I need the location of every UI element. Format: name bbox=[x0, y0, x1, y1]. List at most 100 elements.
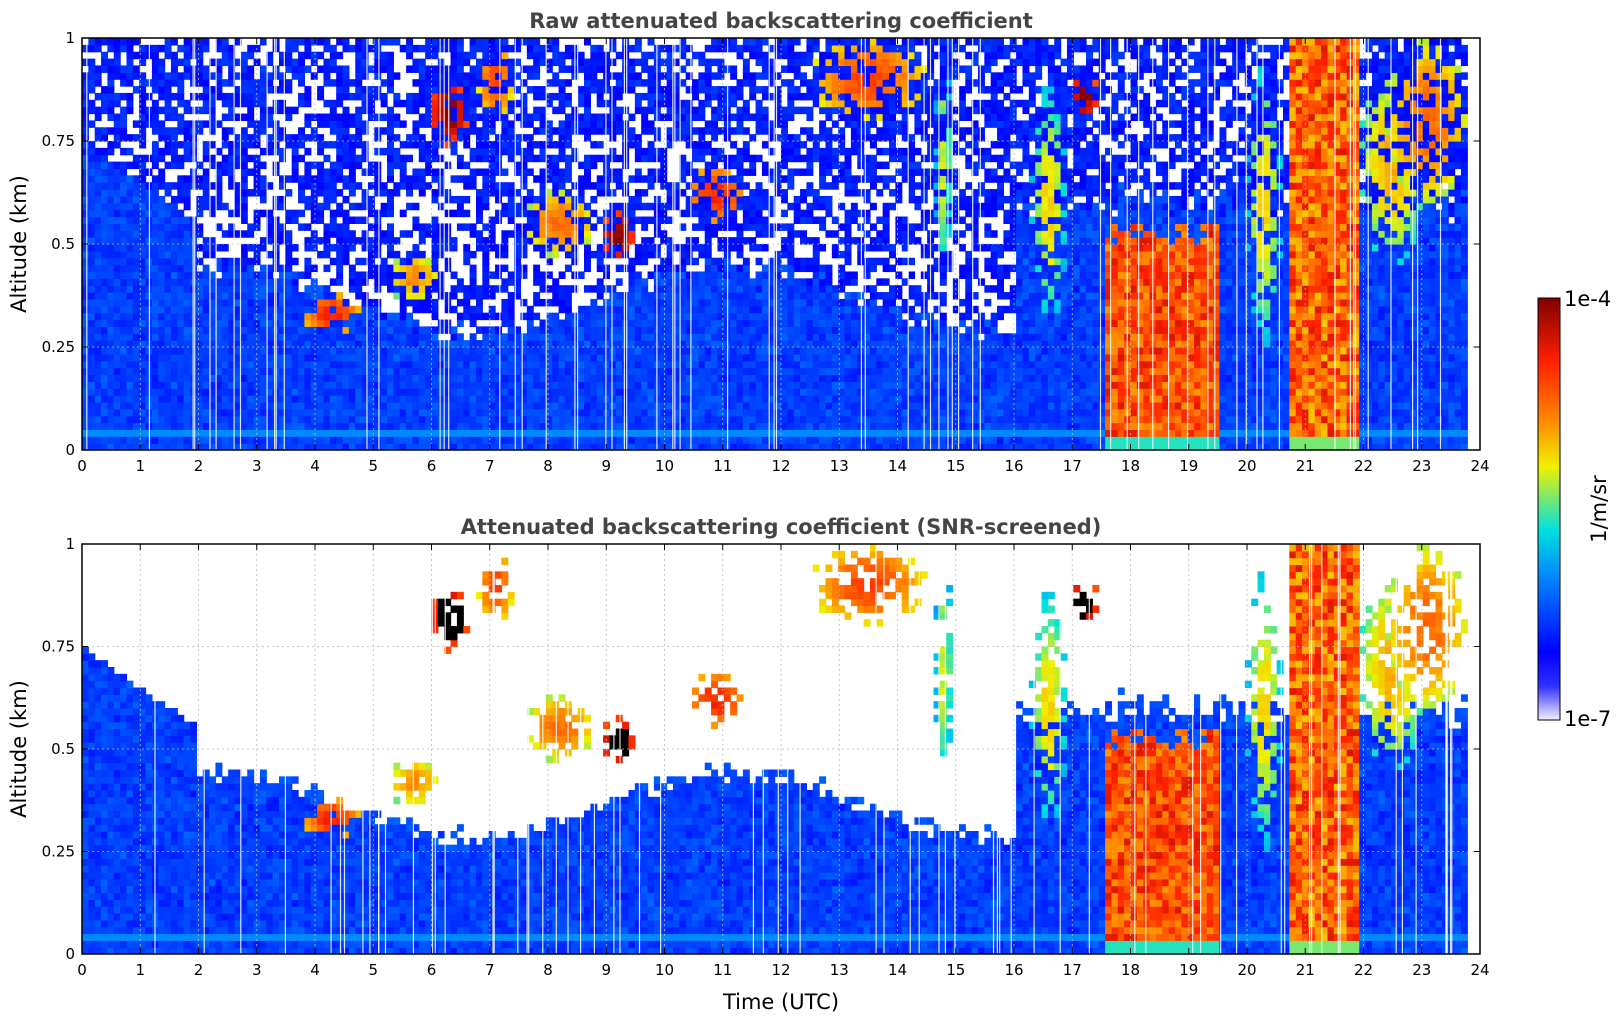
heatmap-cell bbox=[437, 86, 445, 94]
heatmap-cell bbox=[431, 175, 439, 183]
heatmap-cell bbox=[183, 271, 191, 279]
heatmap-cell bbox=[278, 58, 286, 67]
heatmap-cell bbox=[393, 113, 401, 121]
heatmap-cell bbox=[609, 395, 617, 403]
heatmap-cell bbox=[437, 244, 445, 252]
heatmap-cell bbox=[628, 347, 636, 355]
heatmap-cell bbox=[298, 353, 305, 362]
heatmap-cell bbox=[355, 395, 363, 403]
heatmap-cell bbox=[209, 195, 217, 204]
heatmap-cell bbox=[228, 44, 236, 53]
heatmap-cell bbox=[285, 257, 293, 266]
heatmap-cell bbox=[82, 401, 89, 410]
heatmap-cell bbox=[437, 388, 445, 396]
heatmap-cell bbox=[456, 443, 464, 450]
heatmap-cell bbox=[215, 305, 223, 314]
heatmap-cell bbox=[456, 175, 464, 183]
heatmap-cell bbox=[539, 333, 547, 341]
heatmap-cell bbox=[285, 312, 293, 321]
heatmap-cell bbox=[329, 189, 337, 197]
heatmap-cell bbox=[679, 161, 687, 170]
heatmap-cell bbox=[577, 443, 585, 450]
heatmap-cell bbox=[488, 408, 496, 417]
heatmap-cell bbox=[202, 326, 210, 334]
heatmap-cell bbox=[88, 319, 96, 327]
heatmap-cell bbox=[380, 395, 388, 403]
heatmap-cell bbox=[291, 106, 299, 115]
heatmap-cell bbox=[355, 44, 363, 53]
heatmap-cell bbox=[107, 312, 115, 321]
heatmap-cell bbox=[558, 195, 566, 204]
heatmap-cell bbox=[323, 79, 331, 87]
heatmap-cell bbox=[590, 367, 598, 376]
heatmap-cell bbox=[545, 154, 553, 163]
heatmap-cell bbox=[456, 65, 464, 73]
heatmap-cell bbox=[298, 326, 305, 334]
heatmap-cell bbox=[298, 195, 305, 204]
heatmap-cell bbox=[590, 65, 598, 73]
heatmap-cell bbox=[698, 106, 706, 115]
heatmap-cell bbox=[374, 422, 382, 430]
heatmap-cell bbox=[336, 250, 344, 259]
heatmap-cell bbox=[342, 134, 350, 142]
heatmap-cell bbox=[278, 340, 286, 348]
heatmap-cell bbox=[367, 436, 375, 444]
heatmap-cell bbox=[609, 106, 617, 115]
heatmap-cell bbox=[444, 99, 452, 108]
heatmap-cell bbox=[552, 347, 560, 355]
heatmap-cell bbox=[164, 333, 172, 341]
heatmap-cell bbox=[711, 436, 719, 444]
heatmap-cell bbox=[317, 347, 325, 355]
heatmap-cell bbox=[374, 319, 382, 327]
heatmap-cell bbox=[139, 79, 147, 87]
heatmap-cell bbox=[361, 408, 369, 417]
heatmap-cell bbox=[552, 244, 560, 252]
heatmap-cell bbox=[164, 360, 172, 369]
heatmap-cell bbox=[88, 216, 96, 224]
heatmap-cell bbox=[253, 271, 261, 279]
heatmap-cell bbox=[139, 195, 147, 204]
heatmap-cell bbox=[615, 340, 623, 348]
heatmap-cell bbox=[425, 429, 433, 437]
heatmap-cell bbox=[88, 415, 96, 424]
heatmap-cell bbox=[374, 415, 382, 424]
heatmap-cell bbox=[666, 333, 674, 341]
heatmap-cell bbox=[387, 154, 394, 163]
heatmap-cell bbox=[374, 401, 382, 410]
heatmap-cell bbox=[170, 223, 178, 231]
heatmap-cell bbox=[475, 285, 483, 293]
heatmap-cell bbox=[520, 182, 528, 190]
heatmap-cell bbox=[558, 154, 566, 163]
heatmap-cell bbox=[730, 175, 738, 183]
heatmap-cell bbox=[209, 374, 217, 382]
heatmap-cell bbox=[367, 401, 375, 410]
heatmap-cell bbox=[164, 319, 172, 327]
heatmap-cell bbox=[622, 401, 630, 410]
heatmap-cell bbox=[596, 381, 604, 389]
heatmap-cell bbox=[196, 278, 204, 286]
heatmap-cell bbox=[82, 360, 89, 369]
heatmap-cell bbox=[425, 99, 433, 108]
heatmap-cell bbox=[240, 127, 248, 135]
heatmap-cell bbox=[711, 92, 719, 101]
heatmap-cell bbox=[202, 147, 210, 156]
heatmap-cell bbox=[679, 374, 687, 382]
heatmap-cell bbox=[425, 113, 433, 121]
heatmap-cell bbox=[82, 408, 89, 417]
heatmap-cell bbox=[533, 340, 541, 348]
heatmap-cell bbox=[488, 326, 496, 334]
heatmap-cell bbox=[456, 285, 464, 293]
heatmap-cell bbox=[126, 264, 134, 273]
heatmap-cell bbox=[685, 340, 693, 348]
heatmap-cell bbox=[120, 285, 128, 293]
heatmap-cell bbox=[469, 44, 477, 53]
heatmap-cell bbox=[304, 86, 312, 94]
heatmap-cell bbox=[164, 415, 172, 424]
heatmap-cell bbox=[666, 182, 674, 190]
heatmap-cell bbox=[234, 285, 242, 293]
heatmap-cell bbox=[584, 388, 591, 396]
heatmap-cell bbox=[291, 285, 299, 293]
heatmap-cell bbox=[202, 408, 210, 417]
heatmap-cell bbox=[126, 292, 134, 300]
heatmap-cell bbox=[450, 58, 458, 67]
